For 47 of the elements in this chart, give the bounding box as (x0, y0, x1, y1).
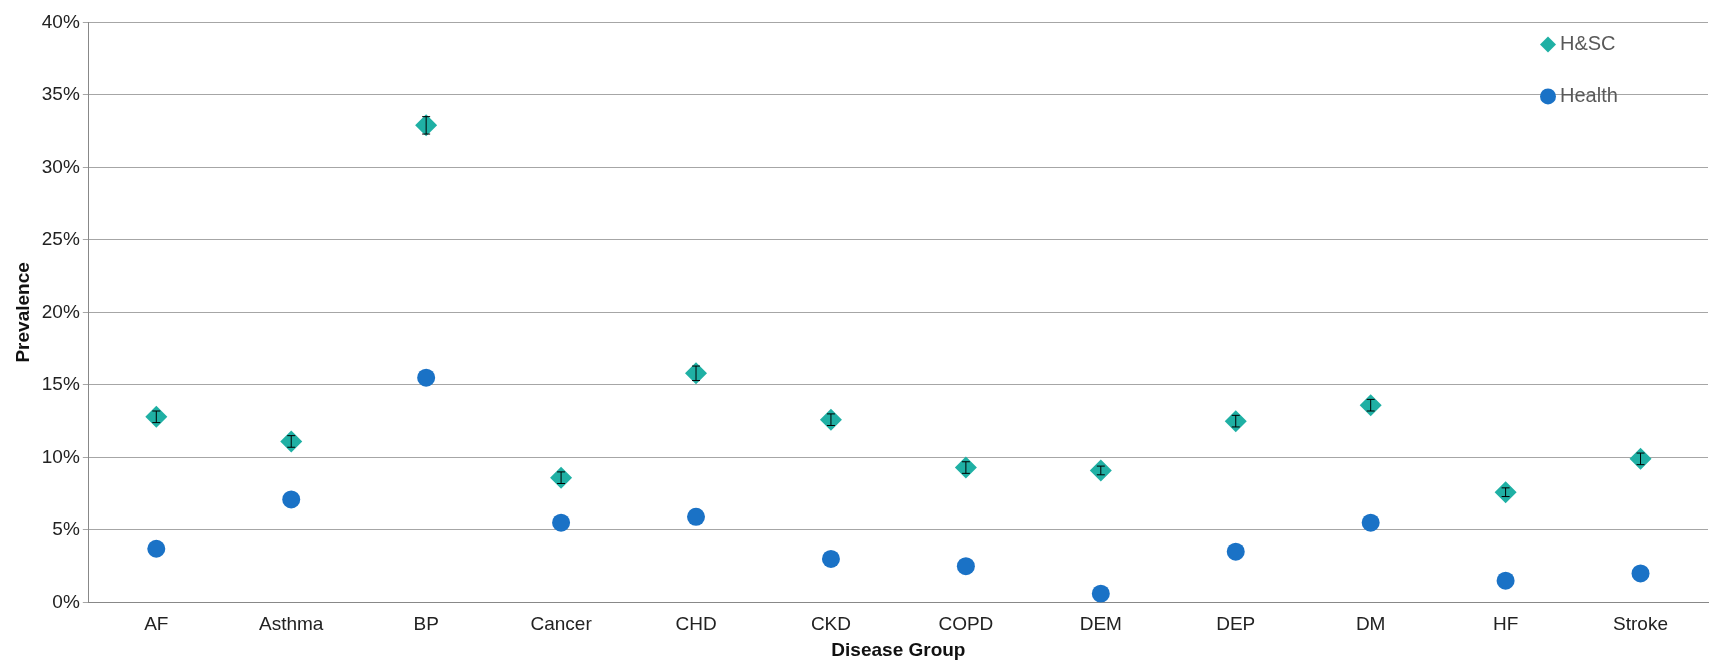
point (1089, 459, 1112, 482)
point (552, 513, 571, 532)
x-tick-label: CKD (810, 613, 852, 635)
y-tick-label: 40% (41, 10, 80, 32)
point (956, 557, 975, 576)
y-tick-label: 0% (52, 590, 80, 612)
point (821, 549, 840, 568)
x-axis-title: Disease Group (831, 638, 966, 660)
x-tick-label: BP (413, 613, 439, 635)
x-tick-label: DEP (1216, 613, 1256, 635)
legend-label: Health (1560, 83, 1618, 106)
point (145, 405, 168, 428)
x-tick-label: AF (144, 613, 169, 635)
point (1496, 571, 1515, 590)
y-tick-label: 10% (41, 445, 80, 467)
y-axis-title: Prevalence (11, 262, 33, 363)
point (687, 507, 706, 526)
y-tick-label: 5% (52, 518, 80, 540)
point (282, 490, 301, 509)
x-tick-label: DEM (1079, 613, 1122, 635)
x-tick-label: COPD (938, 613, 994, 635)
y-tick-label: 25% (41, 228, 80, 250)
point (1224, 410, 1247, 433)
x-tick-label: Asthma (259, 613, 324, 635)
point (1361, 513, 1380, 532)
point (417, 368, 436, 387)
point (280, 430, 303, 453)
point (550, 466, 573, 489)
x-tick-label: HF (1492, 613, 1519, 635)
point (1359, 394, 1382, 417)
point (1091, 584, 1110, 603)
point (1226, 542, 1245, 561)
y-tick-label: 15% (41, 373, 80, 395)
point (1629, 447, 1652, 470)
y-tick-label: 35% (41, 83, 80, 105)
y-tick-label: 30% (41, 155, 80, 177)
x-tick-label: DM (1355, 613, 1386, 635)
y-tick-label: 20% (41, 300, 80, 322)
point (819, 408, 842, 431)
legend-label: H&SC (1560, 31, 1616, 54)
x-tick-label: CHD (675, 613, 717, 635)
x-tick-label: Stroke (1613, 613, 1668, 635)
point (1631, 564, 1650, 583)
x-tick-label: Cancer (530, 613, 593, 635)
point (954, 456, 977, 479)
point (1494, 481, 1517, 504)
point (147, 539, 166, 558)
